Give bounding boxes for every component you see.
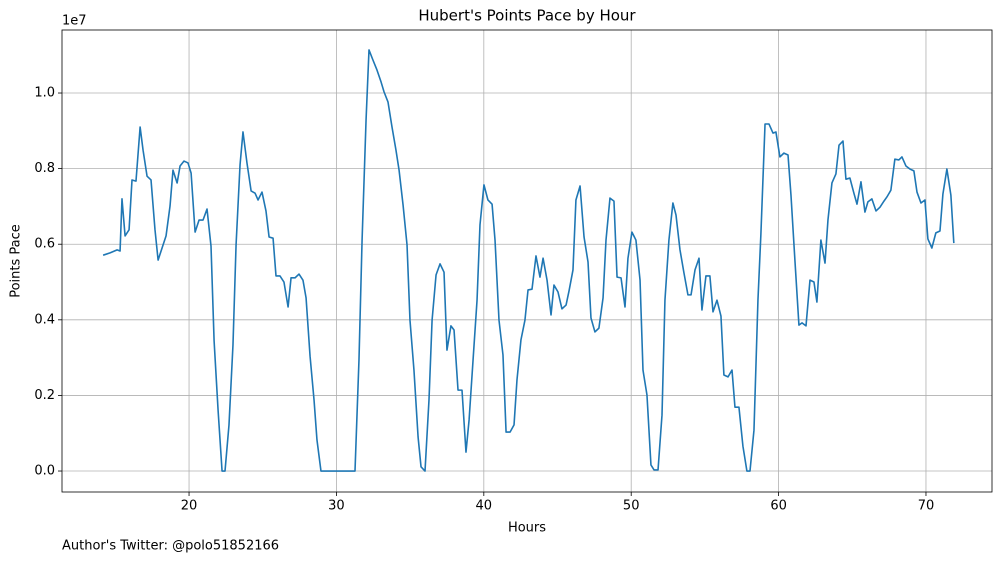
x-tick-label: 50	[623, 499, 640, 514]
x-tick-label: 40	[476, 499, 493, 514]
chart-title: Hubert's Points Pace by Hour	[418, 7, 636, 25]
y-tick-label: 0.8	[34, 161, 55, 176]
y-tick-label: 1.0	[34, 86, 55, 101]
line-series	[102, 49, 955, 472]
y-tick-label: 0.6	[34, 237, 55, 252]
plot-area	[102, 49, 955, 472]
footnote: Author's Twitter: @polo51852166	[62, 539, 279, 554]
y-tick-label: 0.0	[34, 464, 55, 479]
x-axis-label: Hours	[508, 521, 546, 536]
y-axis-label: Points Pace	[9, 224, 24, 298]
x-tick-label: 60	[770, 499, 787, 514]
y-offset-label: 1e7	[62, 14, 87, 29]
grid	[62, 30, 992, 492]
y-tick-label: 0.2	[34, 388, 55, 403]
x-tick-label: 70	[918, 499, 935, 514]
y-tick-label: 0.4	[34, 312, 55, 327]
x-tick-label: 30	[328, 499, 345, 514]
axes-frame	[61, 29, 993, 493]
x-tick-label: 20	[181, 499, 198, 514]
